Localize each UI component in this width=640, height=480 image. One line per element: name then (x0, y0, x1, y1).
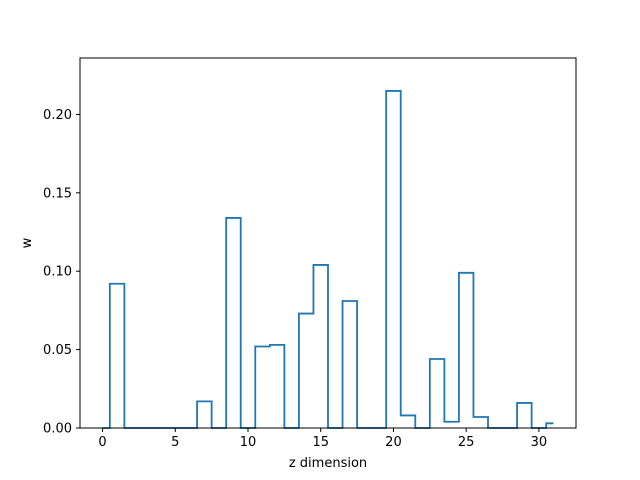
x-axis-ticks: 0 5 10 15 20 25 30 (98, 428, 547, 450)
x-tick-label: 30 (531, 435, 548, 450)
x-tick-label: 20 (385, 435, 402, 450)
x-tick-label: 10 (240, 435, 257, 450)
y-tick-label: 0.20 (43, 108, 72, 123)
x-tick-label: 15 (312, 435, 329, 450)
y-axis-ticks: 0.00 0.05 0.10 0.15 0.20 (43, 108, 80, 437)
x-tick-label: 5 (171, 435, 179, 450)
y-tick-label: 0.00 (43, 422, 72, 437)
y-tick-label: 0.10 (43, 265, 72, 280)
plot-frame (79, 57, 577, 429)
x-axis-label: z dimension (289, 456, 367, 471)
x-tick-label: 25 (458, 435, 475, 450)
x-tick-label: 0 (98, 435, 106, 450)
y-axis-label: w (20, 237, 35, 248)
y-tick-label: 0.05 (43, 343, 72, 358)
y-tick-label: 0.15 (43, 186, 72, 201)
